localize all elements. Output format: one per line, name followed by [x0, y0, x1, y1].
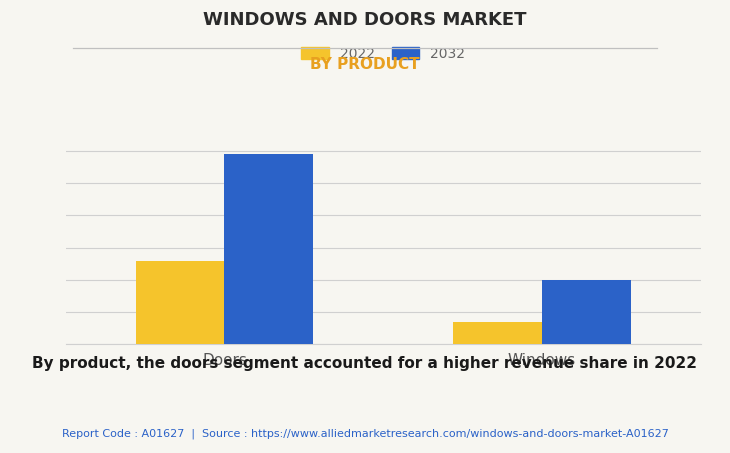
Text: WINDOWS AND DOORS MARKET: WINDOWS AND DOORS MARKET: [203, 11, 527, 29]
Legend: 2022, 2032: 2022, 2032: [297, 43, 469, 65]
Bar: [453, 322, 542, 344]
Text: BY PRODUCT: BY PRODUCT: [310, 57, 420, 72]
Text: Report Code : A01627  |  Source : https://www.alliedmarketresearch.com/windows-a: Report Code : A01627 | Source : https://…: [61, 428, 669, 439]
Bar: [542, 280, 631, 344]
Bar: [224, 154, 313, 344]
Text: By product, the doors segment accounted for a higher revenue share in 2022: By product, the doors segment accounted …: [33, 356, 697, 371]
Bar: [136, 260, 224, 344]
